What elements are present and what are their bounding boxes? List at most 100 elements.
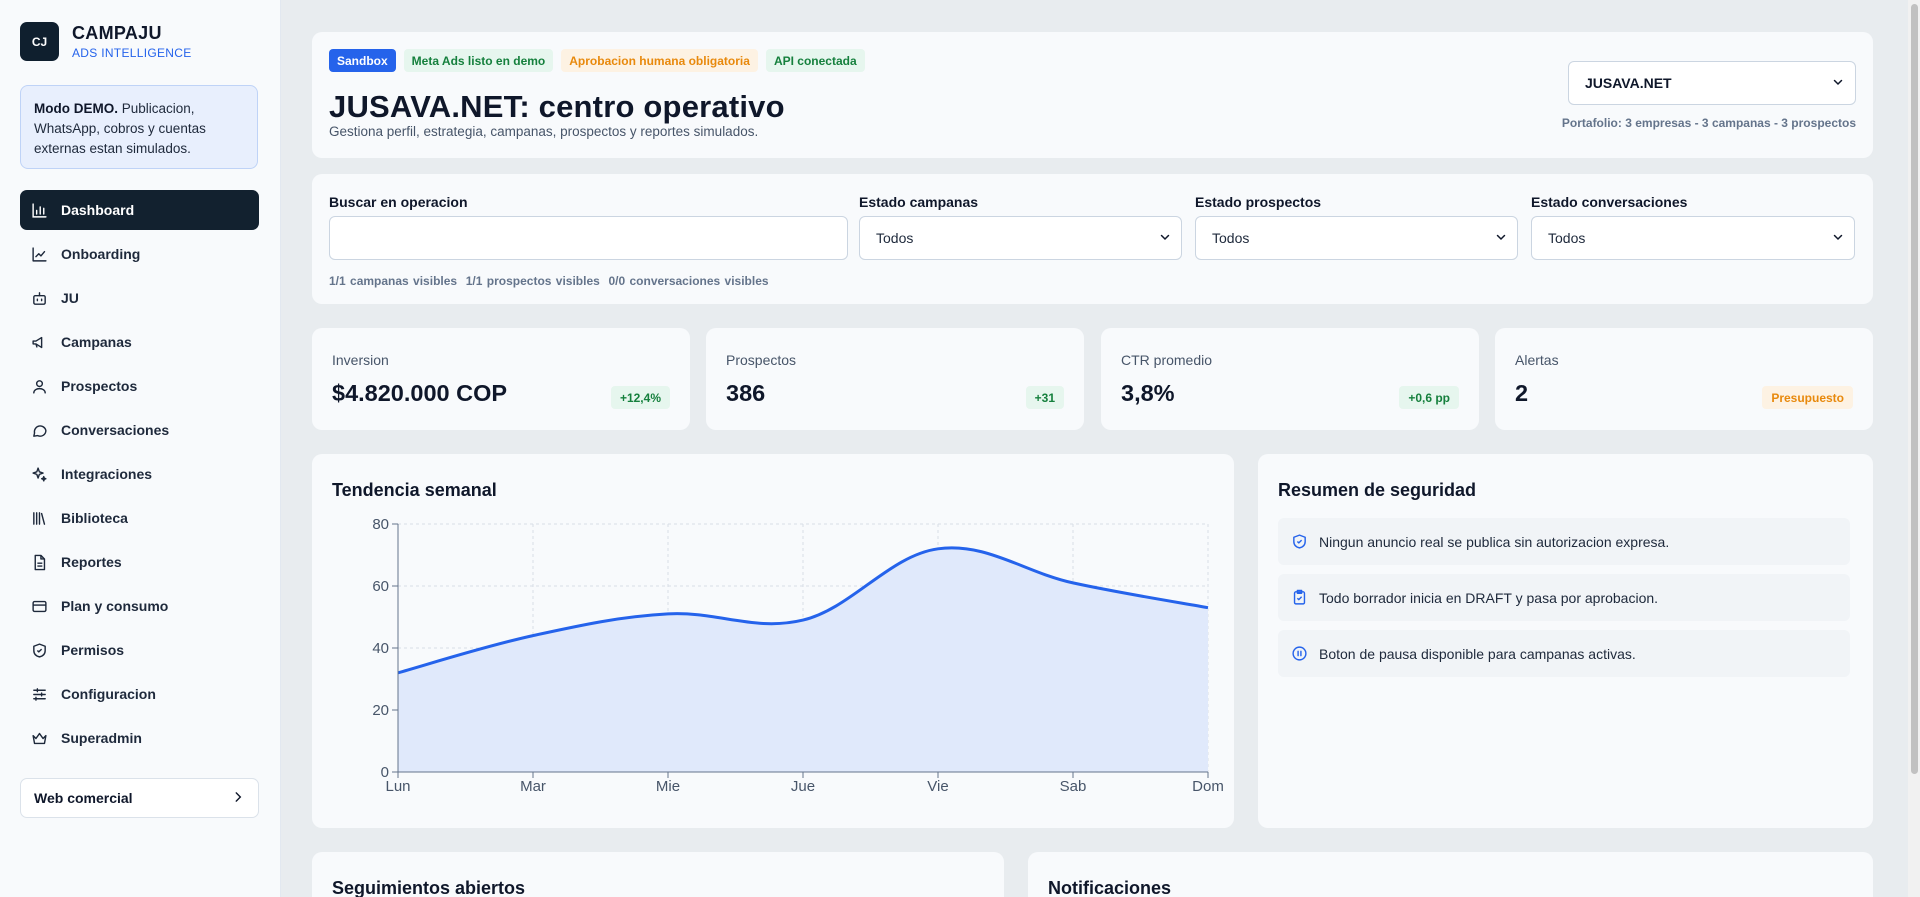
x-tick-label: Sab <box>1060 778 1087 795</box>
sidebar-item-ju[interactable]: JU <box>20 278 259 318</box>
visibility-counts: 1/1 campanas visibles 1/1 prospectos vis… <box>329 274 769 288</box>
demo-notice: Modo DEMO. Publicacion, WhatsApp, cobros… <box>20 85 258 169</box>
sidebar-item-permisos[interactable]: Permisos <box>20 630 259 670</box>
chevron-down-icon <box>1495 230 1507 246</box>
web-comercial-button[interactable]: Web comercial <box>20 778 259 818</box>
page-title: JUSAVA.NET: centro operativo <box>329 89 785 124</box>
y-tick-label: 20 <box>372 702 389 719</box>
campaign-status-value: Todos <box>876 230 914 246</box>
filters-card: Buscar en operacion Estado campanas Todo… <box>312 174 1873 304</box>
conversation-status-label: Estado conversaciones <box>1531 194 1688 210</box>
sidebar-item-plan-consumo[interactable]: Plan y consumo <box>20 586 259 626</box>
bot-icon <box>30 289 48 307</box>
y-tick-label: 80 <box>372 516 389 533</box>
trend-card: Tendencia semanal 0 20 40 60 80 Lun Mar Mie Jue V… <box>312 454 1234 828</box>
header-card: Sandbox Meta Ads listo en demo Aprobacio… <box>312 32 1873 158</box>
sidebar-item-label: Integraciones <box>61 466 153 482</box>
kpi-label: CTR promedio <box>1121 352 1213 368</box>
line-chart-icon <box>30 245 48 263</box>
followups-card: Seguimientos abiertos <box>312 852 1004 897</box>
x-tick-label: Jue <box>791 778 815 795</box>
sidebar-item-label: Permisos <box>61 642 125 658</box>
crown-icon <box>30 729 48 747</box>
security-item: Boton de pausa disponible para campanas … <box>1278 630 1850 677</box>
library-icon <box>30 509 48 527</box>
x-tick-label: Mie <box>656 778 680 795</box>
web-comercial-label: Web comercial <box>34 790 133 806</box>
sidebar-item-superadmin[interactable]: Superadmin <box>20 718 259 758</box>
sidebar-item-label: Conversaciones <box>61 422 170 438</box>
kpi-value: 386 <box>726 380 766 406</box>
sidebar-item-biblioteca[interactable]: Biblioteca <box>20 498 259 538</box>
security-card: Resumen de seguridad Ningun anuncio real… <box>1258 454 1873 828</box>
company-select[interactable]: JUSAVA.NET <box>1568 61 1856 105</box>
kpi-card-inversion: Inversion $4.820.000 COP +12,4% <box>312 328 690 430</box>
sidebar-item-label: Configuracion <box>61 686 156 702</box>
company-select-value: JUSAVA.NET <box>1585 75 1672 91</box>
prospect-status-value: Todos <box>1212 230 1250 246</box>
document-icon <box>30 553 48 571</box>
badge-api: API conectada <box>765 49 865 72</box>
prospect-status-label: Estado prospectos <box>1195 194 1322 210</box>
sidebar-nav: Dashboard Onboarding JU Campanas Prospec… <box>20 190 259 762</box>
kpi-card-ctr: CTR promedio 3,8% +0,6 pp <box>1101 328 1479 430</box>
sidebar-item-label: Plan y consumo <box>61 598 169 614</box>
sidebar-item-dashboard[interactable]: Dashboard <box>20 190 259 230</box>
trend-line <box>397 546 1209 675</box>
security-item-text: Boton de pausa disponible para campanas … <box>1319 645 1636 662</box>
x-tick-label: Dom <box>1192 778 1224 795</box>
kpi-delta-badge: Presupuesto <box>1762 386 1853 409</box>
x-tick-label: Mar <box>520 778 546 795</box>
notifications-card: Notificaciones <box>1028 852 1873 897</box>
security-item: Ningun anuncio real se publica sin autor… <box>1278 518 1850 565</box>
prospect-status-select[interactable]: Todos <box>1195 216 1518 260</box>
conversation-status-select[interactable]: Todos <box>1531 216 1855 260</box>
sidebar-item-label: JU <box>61 290 79 306</box>
brand-name: CAMPAJU <box>72 23 162 43</box>
clipboard-check-icon <box>1290 589 1308 607</box>
page-subtitle: Gestiona perfil, estrategia, campanas, p… <box>329 124 759 139</box>
demo-notice-bold: Modo DEMO. <box>34 101 118 116</box>
kpi-delta-badge: +12,4% <box>610 386 670 409</box>
sidebar-item-prospectos[interactable]: Prospectos <box>20 366 259 406</box>
sidebar: CJ CAMPAJU ADS INTELLIGENCE Modo DEMO. P… <box>0 0 281 897</box>
y-tick-label: 60 <box>372 578 389 595</box>
sidebar-item-configuracion[interactable]: Configuracion <box>20 674 259 714</box>
followups-title: Seguimientos abiertos <box>332 878 526 897</box>
sidebar-item-integraciones[interactable]: Integraciones <box>20 454 259 494</box>
sidebar-item-reportes[interactable]: Reportes <box>20 542 259 582</box>
security-item-text: Ningun anuncio real se publica sin autor… <box>1319 533 1670 550</box>
kpi-label: Prospectos <box>726 352 797 368</box>
sidebar-item-label: Reportes <box>61 554 122 570</box>
kpi-value: 3,8% <box>1121 380 1175 406</box>
conversation-status-value: Todos <box>1548 230 1586 246</box>
chevron-down-icon <box>1832 75 1844 91</box>
kpi-value: 2 <box>1515 380 1529 406</box>
credit-card-icon <box>30 597 48 615</box>
shield-check-icon <box>1290 533 1308 551</box>
x-tick-label: Vie <box>927 778 948 795</box>
sidebar-item-label: Biblioteca <box>61 510 128 526</box>
search-input[interactable] <box>329 216 848 260</box>
status-badges: Sandbox Meta Ads listo en demo Aprobacio… <box>329 49 865 72</box>
kpi-delta-badge: +31 <box>1025 386 1064 409</box>
trend-chart: 0 20 40 60 80 Lun Mar Mie Jue Vie Sab Dom <box>372 516 1224 795</box>
kpi-card-alertas: Alertas 2 Presupuesto <box>1495 328 1873 430</box>
pause-circle-icon <box>1290 645 1308 663</box>
kpi-label: Alertas <box>1515 352 1559 368</box>
sidebar-item-label: Onboarding <box>61 246 141 262</box>
search-label: Buscar en operacion <box>329 194 468 210</box>
bar-chart-icon <box>30 201 48 219</box>
trend-area <box>398 547 1208 772</box>
sidebar-item-label: Dashboard <box>61 202 135 218</box>
page-scrollbar[interactable] <box>1908 0 1920 897</box>
sidebar-item-campanas[interactable]: Campanas <box>20 322 259 362</box>
kpi-card-prospectos: Prospectos 386 +31 <box>706 328 1084 430</box>
sidebar-item-label: Prospectos <box>61 378 138 394</box>
sidebar-item-onboarding[interactable]: Onboarding <box>20 234 259 274</box>
sidebar-item-conversaciones[interactable]: Conversaciones <box>20 410 259 450</box>
campaign-status-select[interactable]: Todos <box>859 216 1182 260</box>
scrollbar-thumb[interactable] <box>1911 4 1918 774</box>
sidebar-item-label: Superadmin <box>61 730 142 746</box>
campaign-status-label: Estado campanas <box>859 194 979 210</box>
